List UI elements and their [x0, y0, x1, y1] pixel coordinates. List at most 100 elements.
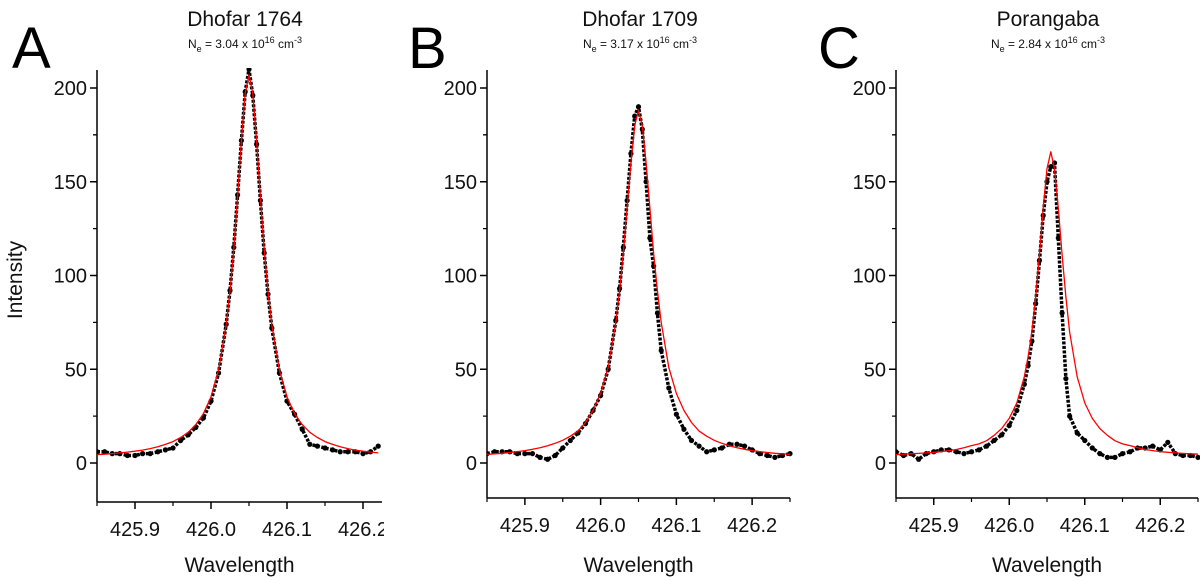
- y-tick-label: 150: [444, 172, 477, 194]
- measured-data-point: [97, 449, 100, 455]
- measured-data-point: [999, 432, 1005, 438]
- x-tick-label: 426.0: [186, 519, 236, 541]
- measured-data-point: [1059, 310, 1065, 316]
- x-tick-label: 425.9: [110, 519, 160, 541]
- y-tick-label: 0: [875, 453, 886, 475]
- measured-data-point: [170, 445, 176, 451]
- ne-sub: e: [197, 44, 202, 54]
- measured-data-point: [1127, 449, 1133, 455]
- x-tick-label: 425.9: [500, 515, 550, 537]
- electron-density-label: Ne = 2.84 x 1016 cm-3: [991, 35, 1105, 54]
- measured-data-point: [635, 104, 642, 110]
- measured-data-point: [1055, 235, 1061, 241]
- measured-data-point: [741, 443, 748, 449]
- measured-data-point: [322, 445, 328, 451]
- electron-density-label: Ne = 3.04 x 1016 cm-3: [188, 35, 302, 54]
- electron-density-label: Ne = 3.17 x 1016 cm-3: [583, 35, 697, 54]
- panel-letter: C: [818, 16, 860, 81]
- ne-sub: e: [1000, 44, 1005, 54]
- measured-data-point: [1150, 443, 1156, 449]
- measured-data-point: [704, 449, 710, 455]
- measured-data-point: [140, 451, 146, 457]
- measured-data-point: [1089, 445, 1095, 451]
- fit-curve: [97, 74, 379, 456]
- measured-data-point: [1082, 437, 1088, 444]
- measured-data-point: [688, 437, 695, 444]
- y-tick-label: 50: [864, 359, 886, 381]
- plot-area: [487, 104, 793, 462]
- measured-data-point: [1104, 454, 1110, 460]
- panel-title: Dhofar 1764: [187, 8, 303, 31]
- ne-unit: cm: [275, 37, 294, 51]
- fit-curve: [487, 109, 791, 456]
- y-axis-title: Intensity: [4, 240, 27, 319]
- measured-data-point: [1112, 454, 1118, 460]
- measured-data-point: [178, 437, 184, 444]
- x-axis-title: Wavelength: [583, 554, 693, 577]
- ne-exp: 16: [660, 35, 670, 45]
- measured-data-point: [1067, 413, 1073, 419]
- ne-unit: cm: [1078, 37, 1097, 51]
- panel-b: B Dhofar 1709 Ne = 3.17 x 1016 cm-3 0 50 100 1…: [408, 8, 793, 577]
- measured-data-point: [375, 443, 381, 449]
- measured-data-point: [681, 426, 687, 432]
- measured-data-point: [916, 456, 922, 462]
- plot-area: [97, 68, 381, 459]
- x-tick-label: 426.1: [1060, 515, 1110, 537]
- y-tick-label: 0: [76, 453, 87, 475]
- measured-data-point: [991, 437, 997, 444]
- y-tick-label: 100: [54, 266, 87, 288]
- measured-data-point: [673, 411, 679, 417]
- measured-data-point: [1165, 439, 1171, 445]
- ne-text: = 2.84 x 10: [1005, 37, 1068, 51]
- y-tick-label: 150: [54, 172, 87, 194]
- measured-data-point: [1014, 407, 1020, 414]
- ne-unit: cm: [670, 37, 689, 51]
- ne-symbol: N: [188, 37, 197, 51]
- measured-data-point: [961, 451, 967, 457]
- x-tick-label: 426.1: [651, 515, 701, 537]
- measured-data-point: [124, 452, 130, 459]
- x-axis-title: Wavelength: [184, 554, 294, 577]
- x-tick-label: 426.0: [984, 515, 1034, 537]
- measured-data-point: [102, 449, 108, 455]
- measured-data-point: [567, 437, 573, 444]
- y-tick-label: 0: [466, 453, 477, 475]
- ne-unit-exp: -3: [1097, 35, 1105, 45]
- ne-symbol: N: [583, 37, 592, 51]
- panel-title: Dhofar 1709: [582, 8, 698, 31]
- measured-data-point: [330, 447, 336, 453]
- x-axis-title: Wavelength: [992, 554, 1102, 577]
- measured-data-point: [666, 385, 672, 391]
- x-tick-label: 426.0: [576, 515, 626, 537]
- measured-data-point: [654, 310, 661, 316]
- y-tick-label: 50: [65, 359, 87, 381]
- measured-data-point: [772, 454, 778, 460]
- measured-series-trace: [487, 105, 791, 462]
- measured-data-point: [360, 451, 366, 457]
- ne-sub: e: [592, 44, 597, 54]
- measured-data-point: [734, 441, 740, 447]
- measured-data-point: [314, 443, 320, 449]
- x-tick-label: 426.2: [338, 519, 388, 541]
- panel-c: C Porangaba Ne = 2.84 x 1016 cm-3 0 50 100 150…: [818, 8, 1200, 577]
- y-tick-label: 200: [444, 78, 477, 100]
- measured-data-point: [299, 426, 305, 432]
- measured-data-point: [345, 449, 351, 455]
- measured-data-point: [719, 445, 725, 451]
- measured-data-point: [658, 347, 664, 354]
- y-tick-label: 100: [853, 266, 886, 288]
- ne-text: = 3.17 x 10: [597, 37, 660, 51]
- measured-data-point: [155, 449, 161, 455]
- panel-title: Porangaba: [997, 8, 1100, 31]
- x-tick-label: 426.2: [1135, 515, 1185, 537]
- ne-unit-exp: -3: [294, 35, 302, 45]
- measured-data-point: [1006, 422, 1012, 429]
- ne-text: = 3.04 x 10: [202, 37, 265, 51]
- measured-data-point: [522, 451, 528, 457]
- measured-data-point: [1180, 452, 1186, 459]
- measured-data-point: [132, 452, 138, 459]
- measured-data-point: [552, 452, 558, 459]
- measured-data-point: [628, 151, 634, 157]
